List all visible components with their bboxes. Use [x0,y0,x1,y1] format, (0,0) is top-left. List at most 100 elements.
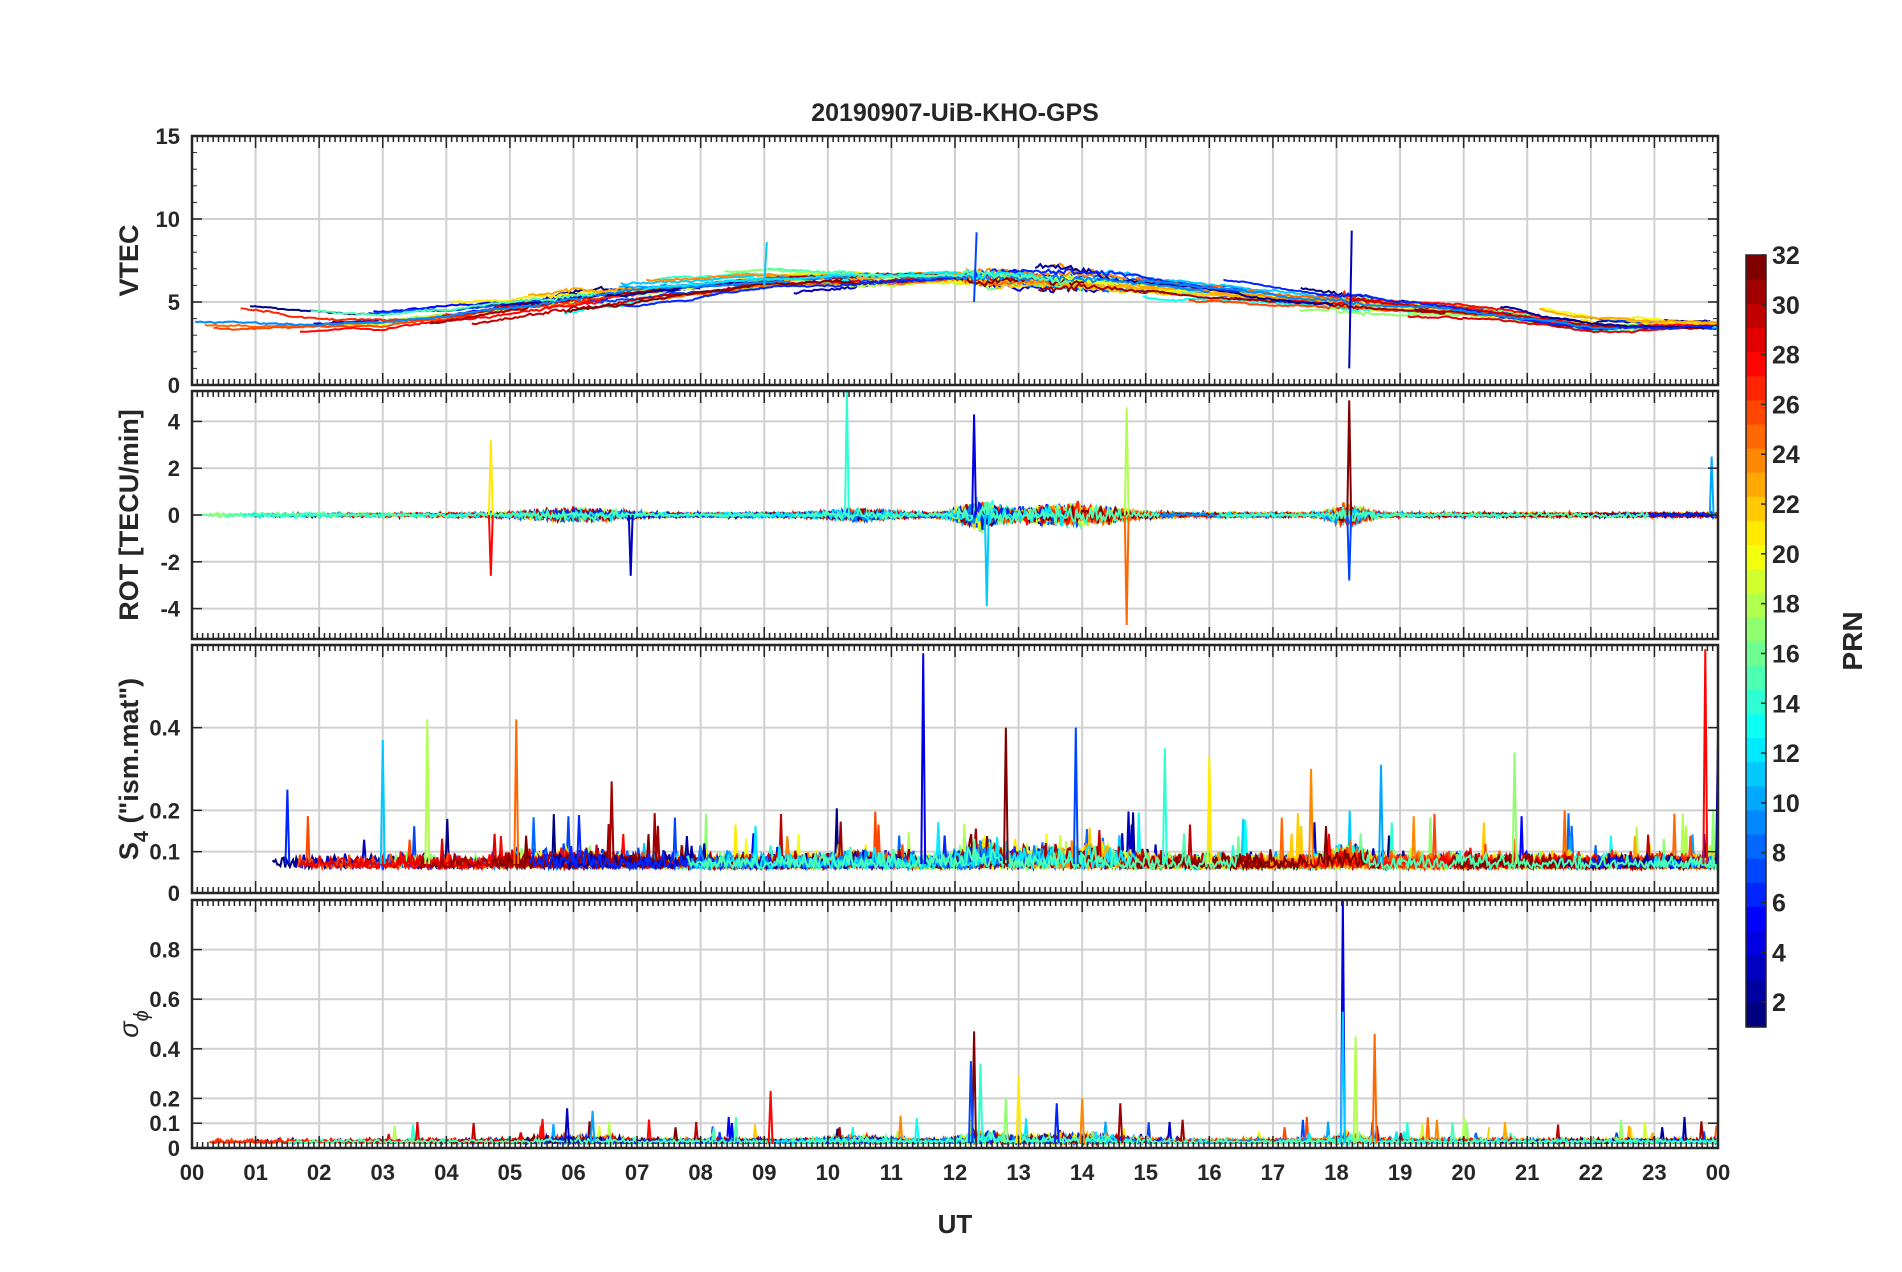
colorbar-tick-label: 2 [1772,989,1786,1017]
colorbar-segment [1746,616,1766,642]
colorbar-segment [1746,375,1766,401]
s4-ytick-label: 0.2 [149,798,180,823]
x-tick-label: 23 [1642,1160,1666,1185]
colorbar-segment [1746,930,1766,956]
sigphi-grid [192,900,1718,1148]
colorbar-segment [1746,737,1766,763]
sigphi-spike [1002,1098,1009,1144]
s4-y-axis: 0 0.1 0.2 0.4 [149,716,1718,906]
x-tick-label: 05 [498,1160,522,1185]
colorbar-segment [1746,448,1766,473]
vtec-y-axis: 0 5 10 15 [156,124,1718,398]
s4-spike [1072,727,1079,865]
colorbar-tick-label: 4 [1772,939,1786,967]
colorbar-segment [1746,568,1766,594]
s4-spike [1206,756,1213,865]
colorbar-segment [1746,713,1766,739]
vtec-series-prn-2 [1034,262,1334,307]
x-tick-label: 14 [1070,1160,1095,1185]
colorbar-tick-label: 14 [1772,690,1800,718]
s4-spike [1161,748,1168,865]
rot-spike [627,514,634,576]
sigphi-spike [1352,1036,1359,1144]
colorbar-tick-label: 32 [1772,242,1800,270]
x-tick-label: 20 [1451,1160,1475,1185]
vtec-series-prn-2 [491,278,785,306]
colorbar-segment [1746,496,1766,521]
sigphi-ticks [191,900,1719,1148]
vtec-event [763,242,768,286]
sigphi-spike [1371,1033,1378,1144]
panel-s4: 0 0.1 0.2 0.4S4 ("ism.mat") [114,643,1720,906]
x-tick-label: 07 [625,1160,649,1185]
colorbar-tick-label: 20 [1772,541,1800,569]
sigphi-ytick-label: 0.6 [149,987,180,1012]
x-tick-label: 09 [752,1160,776,1185]
sigphi-y-axis: 00.10.2 0.4 0.6 0.8 [149,938,1718,1161]
x-tick-label: 00 [180,1160,204,1185]
s4-series-prn-15 [1360,847,1718,872]
colorbar-segment [1746,641,1766,666]
colorbar-segment [1746,1002,1766,1028]
vtec-series-prn-31 [1037,282,1446,315]
vtec-ytick-label: 0 [168,373,180,398]
rot-spike [1708,456,1715,516]
sigphi-ytick-label: 0.2 [149,1086,180,1111]
colorbar-frame [1745,254,1767,1028]
x-axis: 00 01 02 03 04 05 06 07 08 09 10 11 12 13 14 15 16 17 18 19… [180,1160,1730,1185]
sigphi-spike [767,1090,774,1144]
s4-spike [1702,649,1709,865]
colorbar-tick-label: 10 [1772,790,1800,818]
sigphi-spike [1117,1103,1124,1144]
colorbar-segment [1746,544,1766,570]
vtec-series-prn-32 [567,275,1085,314]
x-tick-label: 22 [1579,1160,1603,1185]
x-tick-label: 04 [434,1160,459,1185]
x-tick-label: 01 [243,1160,267,1185]
colorbar-segment [1746,809,1766,835]
rot-ticks [191,391,1719,639]
rot-ytick-label: 4 [168,409,181,434]
colorbar-tick-label: 18 [1772,591,1800,619]
rot-ytick-label: -2 [160,550,180,575]
colorbar-segment [1746,303,1766,328]
colorbar-tick-label: 16 [1772,640,1800,668]
colorbar-segment [1746,954,1766,980]
x-tick-label: 10 [816,1160,840,1185]
vtec-series-prn-29 [1407,315,1716,334]
colorbar-tick-label: 8 [1772,840,1786,868]
colorbar-tick-label: 24 [1772,441,1800,469]
rot-spike [487,514,494,576]
sigphi-spike [589,1110,596,1144]
sigphi-spike [977,1063,984,1144]
sigphi-series-group [208,900,1718,1147]
s4-ylabel: S4 ("ism.mat") [114,678,153,860]
colorbar-tick-label: 22 [1772,491,1800,519]
s4-spike [1002,727,1009,865]
rot-ylabel: ROT [TECU/min] [114,409,144,620]
rot-spike [487,440,494,516]
sigphi-ytick-label: 0.4 [149,1037,180,1062]
vtec-series-prn-6 [1223,278,1717,331]
rot-ytick-label: 2 [168,456,180,481]
x-tick-label: 11 [880,1160,903,1185]
panel-rot: -4 -2 0 2 4 ROT [TECU/min] [114,389,1720,641]
rot-series-prn-15 [224,506,772,524]
colorbar-segment [1746,689,1766,714]
rot-series-group [200,391,1718,625]
colorbar-segment [1746,906,1766,932]
sigphi-spike [967,1061,974,1144]
vtec-series-prn-26 [1188,299,1505,317]
s4-spike [1511,752,1518,865]
vtec-ytick-label: 5 [168,290,180,315]
s4-ytick-label: 0 [168,881,180,906]
colorbar-segment [1746,472,1766,497]
s4-ticks [191,645,1719,893]
panel-vtec: 0 5 10 15 VTEC [114,124,1720,398]
rot-spike [971,414,977,516]
s4-spike [1715,735,1718,865]
vtec-series-prn-6 [623,268,1240,308]
x-tick-label: 13 [1006,1160,1030,1185]
